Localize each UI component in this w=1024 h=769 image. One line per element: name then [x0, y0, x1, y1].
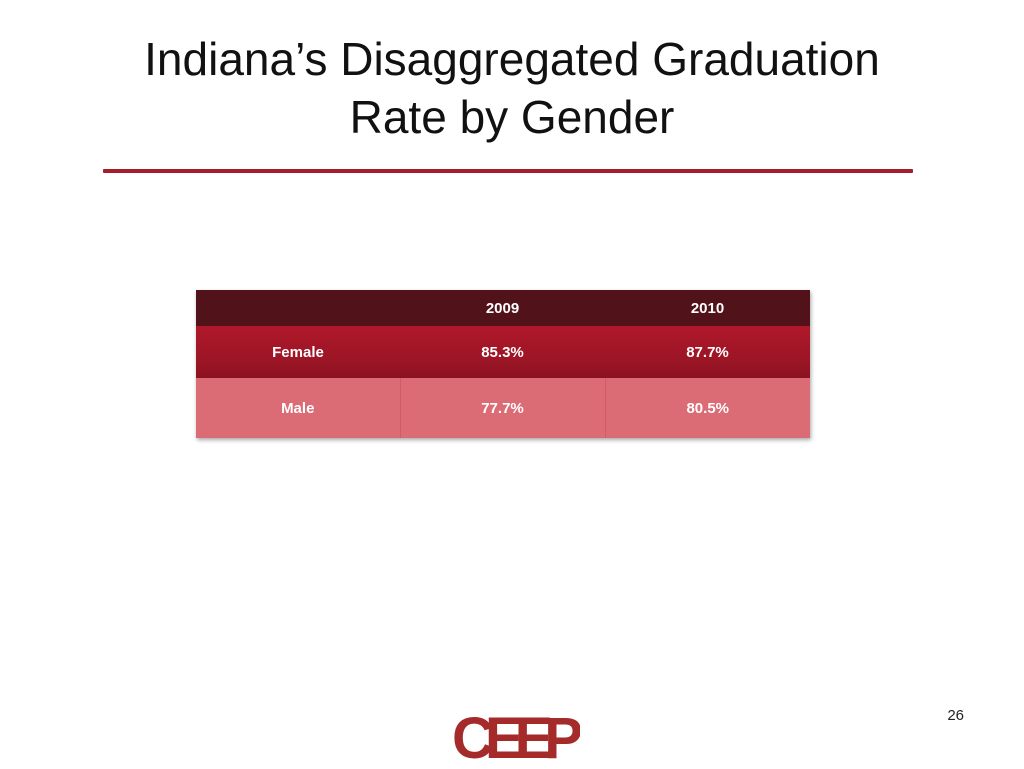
- cell-male-2009: 77.7%: [399, 378, 605, 438]
- title-line-1: Indiana’s Disaggregated Graduation: [144, 33, 880, 85]
- cell-male-2010: 80.5%: [604, 378, 810, 438]
- header-cell-2010: 2010: [690, 299, 725, 317]
- slide-title: Indiana’s Disaggregated Graduation Rate …: [60, 30, 964, 146]
- table-row-male: Male 77.7% 80.5%: [196, 378, 810, 438]
- ceep-logo: CEEP: [446, 706, 590, 769]
- title-divider: [103, 169, 913, 173]
- graduation-rate-table: 2009 2010 Female 85.3% 87.7% Male 77.7% …: [196, 290, 810, 438]
- row-label-female: Female: [272, 343, 324, 361]
- page-number: 26: [947, 707, 964, 724]
- title-line-2: Rate by Gender: [349, 91, 675, 143]
- ceep-logo-text: CEEP: [452, 708, 580, 764]
- table-header-row: 2009 2010: [196, 290, 810, 326]
- ceep-logo-icon: CEEP: [452, 706, 590, 769]
- cell-female-2009: 85.3%: [481, 343, 524, 361]
- table-row-female: Female 85.3% 87.7%: [196, 326, 810, 378]
- cell-female-2010: 87.7%: [686, 343, 729, 361]
- row-label-male: Male: [281, 399, 315, 417]
- header-cell-empty: [196, 290, 400, 326]
- header-cell-2009: 2009: [485, 299, 520, 317]
